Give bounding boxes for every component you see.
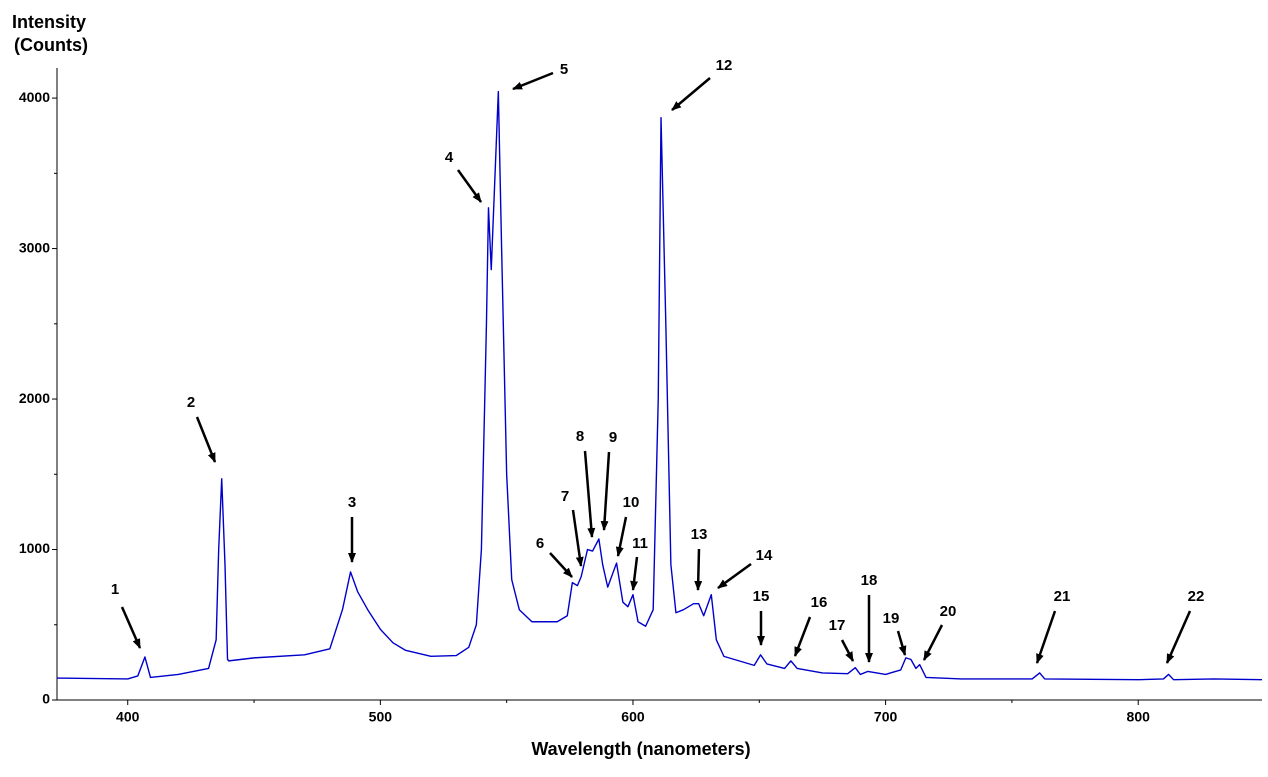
peak-arrow [1035, 610, 1057, 664]
peak-label: 3 [348, 494, 356, 511]
peak-arrow [120, 606, 142, 649]
peak-label: 2 [187, 394, 195, 411]
peak-label: 1 [111, 581, 119, 598]
peak-arrow [1165, 610, 1192, 664]
peak-label: 15 [753, 588, 770, 605]
peak-arrow [512, 71, 554, 91]
peak-label: 5 [560, 61, 568, 78]
peak-arrow [615, 516, 628, 557]
peak-arrow [195, 416, 217, 463]
x-tick-label: 400 [116, 709, 140, 725]
y-axis-label: (Counts) [14, 35, 88, 55]
peak-arrow [549, 552, 573, 578]
peak-arrow [694, 548, 703, 591]
peak-arrow [840, 639, 855, 662]
peak-arrow [793, 616, 812, 657]
peak-label: 22 [1188, 588, 1205, 605]
peak-label: 19 [883, 610, 900, 627]
y-tick-label: 3000 [19, 239, 50, 255]
peak-label: 18 [861, 572, 878, 589]
peak-label: 11 [632, 535, 648, 552]
peak-label: 13 [691, 526, 708, 543]
x-axis-label: Wavelength (nanometers) [531, 739, 750, 759]
peak-arrow [717, 562, 752, 590]
y-tick-label: 4000 [19, 89, 50, 105]
peak-arrow [896, 630, 907, 656]
y-axis-label: Intensity [12, 12, 86, 32]
x-tick-label: 800 [1127, 709, 1151, 725]
peak-arrow [671, 77, 711, 111]
peak-label: 12 [716, 57, 733, 74]
peak-label: 4 [445, 149, 454, 166]
peak-arrow [922, 624, 944, 661]
peak-label: 16 [811, 594, 828, 611]
x-tick-label: 700 [874, 709, 898, 725]
peak-label: 17 [829, 617, 846, 634]
peak-label: 9 [609, 429, 617, 446]
x-tick-label: 500 [369, 709, 393, 725]
peak-arrow [583, 450, 596, 538]
peak-arrow [456, 169, 483, 203]
peak-label: 10 [623, 494, 640, 511]
peak-label: 14 [756, 547, 773, 564]
peak-arrow [630, 556, 639, 591]
peak-label: 8 [576, 428, 584, 445]
y-tick-label: 2000 [19, 390, 50, 406]
y-tick-label: 0 [42, 691, 50, 707]
peak-label: 21 [1054, 588, 1071, 605]
x-tick-label: 600 [621, 709, 645, 725]
y-tick-label: 1000 [19, 540, 50, 556]
peak-label: 6 [536, 535, 544, 552]
peak-arrow [600, 451, 611, 531]
peak-label: 20 [940, 603, 957, 620]
peak-arrow [571, 509, 584, 567]
spectrum-line [56, 90, 1263, 681]
peak-label: 7 [561, 488, 569, 505]
